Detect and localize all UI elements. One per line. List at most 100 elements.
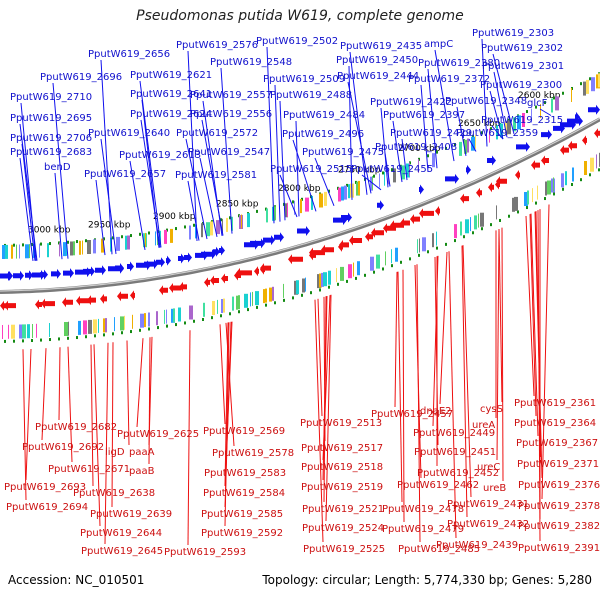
feature-band-lower xyxy=(305,277,306,292)
reverse-gene-label: paaB xyxy=(129,466,155,477)
leader-line-bottom xyxy=(314,299,324,543)
feature-band-lower xyxy=(527,190,529,205)
kbp-tick-label: 2900 kbp xyxy=(153,212,196,222)
forward-gene-arrow xyxy=(445,173,459,184)
leader-line-top xyxy=(401,138,408,181)
feature-band-upper xyxy=(393,168,396,183)
reverse-gene-arrow xyxy=(531,160,540,171)
feature-band-lower xyxy=(553,177,554,192)
leader-line-top xyxy=(54,172,63,260)
feature-band-lower xyxy=(217,299,218,314)
forward-gene-arrow xyxy=(263,235,275,246)
reverse-gene-label: PputW619_2376 xyxy=(518,480,600,491)
tick-dot-lower xyxy=(553,192,555,196)
reverse-gene-arrow xyxy=(476,187,482,198)
reverse-gene-label: PputW619_2638 xyxy=(73,488,155,499)
leader-line-bottom xyxy=(136,338,144,428)
forward-gene-label: glcF xyxy=(527,98,548,109)
reverse-gene-arrow xyxy=(515,170,520,180)
leader-line-bottom xyxy=(224,322,230,527)
leader-line-top xyxy=(489,90,504,140)
feature-bands-layer xyxy=(2,73,600,339)
feature-band-lower xyxy=(250,292,251,307)
feature-band-lower xyxy=(512,197,515,212)
forward-gene-arrow xyxy=(575,111,580,122)
feature-band-lower xyxy=(132,314,133,329)
reverse-gene-arrow xyxy=(130,290,135,301)
feature-band-upper xyxy=(384,171,385,186)
tick-dot-lower xyxy=(238,310,240,314)
tick-dot-lower xyxy=(544,197,546,201)
reverse-gene-arrow xyxy=(560,145,569,156)
feature-band-lower xyxy=(255,291,259,306)
tick-dot-lower xyxy=(598,168,600,172)
reverse-gene-label: PputW619_2479 xyxy=(382,524,464,535)
leader-line-bottom xyxy=(498,228,503,403)
reverse-gene-arrow xyxy=(309,250,316,261)
feature-band-lower xyxy=(22,324,26,339)
tick-dot-lower xyxy=(571,183,573,187)
tick-dot-lower xyxy=(157,326,159,330)
leader-line-bottom xyxy=(224,322,229,487)
forward-gene-arrow xyxy=(567,116,583,127)
forward-gene-arrow xyxy=(40,269,48,280)
feature-band-lower xyxy=(27,324,30,339)
reverse-gene-label: PputW619_2625 xyxy=(117,429,199,440)
leader-line-bottom xyxy=(148,337,151,465)
tick-dot-upper xyxy=(31,243,33,247)
reverse-gene-label: PputW619_2569 xyxy=(203,426,285,437)
reverse-gene-label: PputW619_2578 xyxy=(212,448,294,459)
forward-gene-label: PputW619_2397 xyxy=(383,110,465,121)
tick-dot-lower xyxy=(382,267,384,271)
feature-band-upper xyxy=(319,193,323,208)
forward-gene-label: PputW619_2695 xyxy=(10,113,92,124)
reverse-gene-arrow xyxy=(204,277,210,288)
feature-band-lower xyxy=(140,313,144,328)
forward-gene-arrow xyxy=(201,249,216,260)
genome-backbone-highlight xyxy=(0,117,600,292)
reverse-gene-arrow xyxy=(159,285,168,296)
feature-band-upper xyxy=(300,199,302,214)
forward-gene-label: ampC xyxy=(424,39,453,50)
forward-gene-label: PputW619_2455 xyxy=(351,164,433,175)
reverse-gene-label: ureB xyxy=(483,483,506,494)
feature-band-lower xyxy=(148,312,150,327)
reverse-gene-arrow xyxy=(435,206,440,216)
leader-line-bottom xyxy=(90,344,94,487)
forward-gene-label: PputW619_2496 xyxy=(282,129,364,140)
forward-gene-arrow xyxy=(377,200,384,211)
tick-dot-upper xyxy=(373,174,375,178)
reverse-gene-arrow xyxy=(41,298,55,309)
feature-band-upper xyxy=(170,228,173,243)
forward-gene-arrow xyxy=(466,164,471,175)
leader-line-bottom xyxy=(25,348,32,481)
leader-line-top xyxy=(140,119,161,248)
reverse-gene-label: PputW619_2592 xyxy=(201,528,283,539)
feature-band-upper xyxy=(507,120,511,135)
forward-gene-arrow xyxy=(213,246,220,257)
leader-line-bottom xyxy=(537,210,541,542)
leader-line-top xyxy=(434,49,455,162)
reverse-gene-arrow xyxy=(234,270,241,281)
tick-dot-lower xyxy=(130,330,132,334)
tick-dot-lower xyxy=(49,338,51,342)
tick-dot-lower xyxy=(472,231,474,235)
reverse-gene-label: PputW619_2439 xyxy=(436,540,518,551)
forward-gene-arrow xyxy=(219,245,225,256)
feature-band-lower xyxy=(223,298,225,313)
feature-band-lower xyxy=(590,157,594,172)
tick-dot-upper xyxy=(139,232,141,236)
reverse-gene-label: PputW619_2585 xyxy=(201,509,283,520)
feature-band-lower xyxy=(561,173,564,188)
forward-gene-arrow xyxy=(127,261,134,272)
reverse-gene-arrow xyxy=(254,266,259,277)
leader-line-top xyxy=(19,123,38,261)
accession-text: Accession: NC_010501 xyxy=(8,573,145,587)
feature-band-upper xyxy=(344,185,347,200)
reverse-gene-arrow xyxy=(488,182,494,193)
tick-dot-lower xyxy=(76,336,78,340)
leader-line-bottom xyxy=(530,213,539,437)
tick-dot-lower xyxy=(67,336,69,340)
feature-band-upper xyxy=(348,184,350,199)
